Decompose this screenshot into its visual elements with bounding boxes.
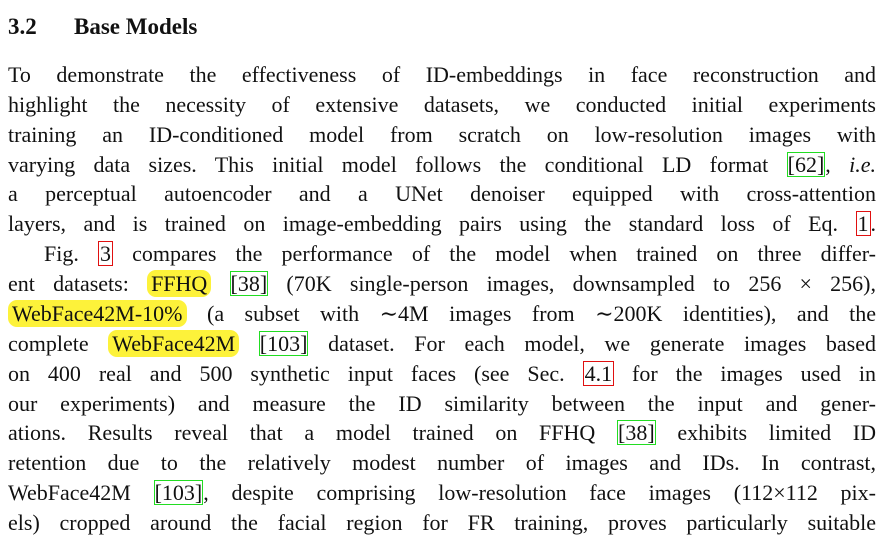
body-text: ,	[825, 151, 850, 177]
text-line: WebFace42M-10% (a subset with ∼4M images…	[8, 299, 876, 329]
body-text: varying data sizes. This initial model f…	[8, 151, 787, 177]
text-line: complete WebFace42M [103] dataset. For e…	[8, 329, 876, 359]
body-text: ations. Results reveal that a model trai…	[8, 420, 618, 446]
body-text: a perceptual autoencoder and a UNet deno…	[8, 181, 876, 207]
reference-link[interactable]: 3	[97, 241, 113, 267]
section-heading: 3.2 Base Models	[8, 11, 197, 43]
reference-link[interactable]: 1	[855, 211, 871, 237]
body-text: dataset. For each model, we generate ima…	[308, 330, 876, 356]
body-text: layers, and is trained on image-embeddin…	[8, 211, 856, 237]
text-line: on 400 real and 500 synthetic input face…	[8, 359, 876, 389]
section-title: Base Models	[74, 14, 198, 39]
text-line: retention due to the relatively modest n…	[8, 448, 876, 478]
body-text: Fig.	[44, 241, 98, 267]
body-text	[211, 271, 229, 296]
body-text: els) cropped around the facial region fo…	[8, 510, 876, 536]
body-text: .	[870, 211, 877, 237]
body-text: exhibits limited ID	[655, 420, 876, 446]
text-line: our experiments) and measure the ID simi…	[8, 389, 876, 419]
highlighted-text: WebFace42M-10%	[8, 299, 187, 327]
body-text: complete	[8, 330, 109, 356]
citation-link[interactable]: [38]	[229, 271, 269, 297]
body-text: training an ID-conditioned model from sc…	[8, 121, 876, 147]
text-line: To demonstrate the effectiveness of ID-e…	[8, 60, 876, 90]
body-text: To demonstrate the effectiveness of ID-e…	[8, 62, 876, 87]
body-text: compares the performance of the model wh…	[112, 241, 876, 267]
text-line: els) cropped around the facial region fo…	[8, 508, 876, 538]
body-text: highlight the necessity of extensive dat…	[8, 91, 876, 117]
body-text: , despite comprising low-resolution face…	[203, 480, 876, 506]
body-text: retention due to the relatively modest n…	[8, 450, 876, 476]
text-line: training an ID-conditioned model from sc…	[8, 120, 876, 150]
text-line: ations. Results reveal that a model trai…	[8, 418, 876, 448]
citation-link[interactable]: [38]	[617, 420, 656, 446]
citation-link[interactable]: [103]	[153, 480, 204, 506]
text-line: varying data sizes. This initial model f…	[8, 150, 876, 180]
reference-link[interactable]: 4.1	[582, 360, 615, 386]
citation-link[interactable]: [62]	[786, 151, 826, 177]
text-line: layers, and is trained on image-embeddin…	[8, 209, 876, 239]
body-text: ent datasets:	[8, 271, 148, 297]
text-line: WebFace42M [103], despite comprising low…	[8, 478, 876, 508]
citation-link[interactable]: [103]	[258, 330, 309, 356]
highlighted-text: WebFace42M	[108, 329, 240, 357]
highlighted-text: FFHQ	[147, 270, 212, 298]
text-line: Fig. 3 compares the performance of the m…	[44, 239, 876, 269]
body-text: for the images used in	[614, 360, 876, 386]
body-text: WebFace42M	[8, 480, 154, 506]
body-text: on 400 real and 500 synthetic input face…	[8, 360, 583, 386]
italic-text: i.e.	[849, 151, 876, 177]
text-line: highlight the necessity of extensive dat…	[8, 90, 876, 120]
body-text: our experiments) and measure the ID simi…	[8, 390, 876, 416]
text-line: ent datasets: FFHQ [38] (70K single-pers…	[8, 269, 876, 299]
text-line: a perceptual autoencoder and a UNet deno…	[8, 179, 876, 209]
body-text: (70K single-person images, downsampled t…	[268, 271, 876, 297]
section-number: 3.2	[8, 14, 37, 39]
body-text: (a subset with ∼4M images from ∼200K ide…	[186, 300, 876, 326]
body-text	[239, 331, 259, 356]
